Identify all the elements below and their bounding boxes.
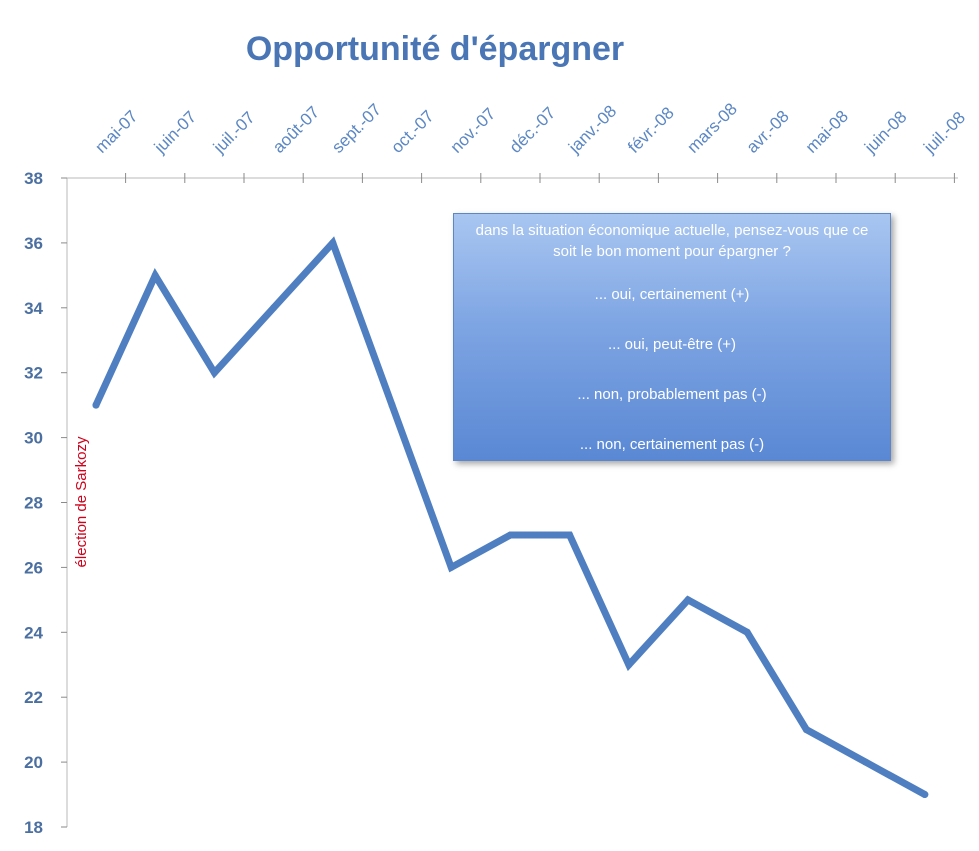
data-point bbox=[270, 304, 278, 312]
legend-option-non-probablement-pas: ... non, probablement pas (-) bbox=[577, 386, 767, 403]
x-tick-label: oct.-07 bbox=[387, 107, 437, 157]
data-point bbox=[329, 239, 337, 247]
x-tick-label: mai-08 bbox=[802, 107, 852, 157]
y-tick-label: 34 bbox=[24, 299, 43, 318]
x-tick-label: mai-07 bbox=[91, 107, 141, 157]
y-axis: 18 20 22 24 26 28 30 32 34 36 38 bbox=[24, 169, 68, 837]
legend-box: dans la situation économique actuelle, p… bbox=[453, 213, 891, 461]
data-point bbox=[684, 596, 692, 604]
data-point bbox=[506, 531, 514, 539]
y-tick-label: 30 bbox=[24, 429, 43, 448]
y-tick-label: 18 bbox=[24, 818, 43, 837]
y-tick-label: 38 bbox=[24, 169, 43, 188]
x-tick-label: mars-08 bbox=[683, 99, 741, 157]
data-point bbox=[743, 628, 751, 636]
data-point bbox=[802, 726, 810, 734]
x-tick-label: juin-08 bbox=[860, 107, 910, 157]
y-tick-label: 32 bbox=[24, 364, 43, 383]
data-point bbox=[625, 661, 633, 669]
data-point bbox=[92, 401, 100, 409]
y-tick-label: 22 bbox=[24, 688, 43, 707]
x-tick-label: juil.-08 bbox=[919, 108, 969, 158]
chart-title: Opportunité d'épargner bbox=[246, 30, 624, 68]
y-tick-label: 24 bbox=[24, 623, 43, 642]
legend-option-oui-peut-etre: ... oui, peut-être (+) bbox=[608, 336, 736, 353]
election-annotation: élection de Sarkozy bbox=[73, 436, 90, 567]
x-tick-label: avr.-08 bbox=[743, 107, 793, 157]
data-point bbox=[862, 758, 870, 766]
x-tick-label: août-07 bbox=[269, 103, 323, 157]
y-tick-label: 36 bbox=[24, 234, 43, 253]
x-tick-label: juin-07 bbox=[150, 107, 200, 157]
x-tick-label: sept.-07 bbox=[328, 100, 385, 157]
x-tick-label: janv.-08 bbox=[564, 102, 620, 158]
x-tick-label: nov.-07 bbox=[447, 104, 500, 157]
data-point bbox=[210, 369, 218, 377]
series-layer bbox=[92, 236, 929, 799]
x-tick-label: févr.-08 bbox=[624, 103, 678, 157]
x-tick-label: juil.-07 bbox=[209, 108, 259, 158]
data-point bbox=[388, 401, 396, 409]
x-tick-label: déc.-07 bbox=[506, 103, 560, 157]
data-point bbox=[151, 271, 159, 279]
legend-option-non-certainement-pas: ... non, certainement pas (-) bbox=[579, 436, 765, 453]
data-point bbox=[566, 531, 574, 539]
y-tick-label: 26 bbox=[24, 558, 43, 577]
x-axis: mai-07 juin-07 juil.-07 août-07 sept.-07 oct.… bbox=[67, 99, 969, 183]
data-point bbox=[921, 791, 929, 799]
legend-option-oui-certainement: ... oui, certainement (+) bbox=[594, 286, 750, 303]
y-tick-label: 28 bbox=[24, 494, 43, 513]
data-point bbox=[447, 563, 455, 571]
y-tick-label: 20 bbox=[24, 753, 43, 772]
legend-question: dans la situation économique actuelle, p… bbox=[475, 222, 869, 260]
